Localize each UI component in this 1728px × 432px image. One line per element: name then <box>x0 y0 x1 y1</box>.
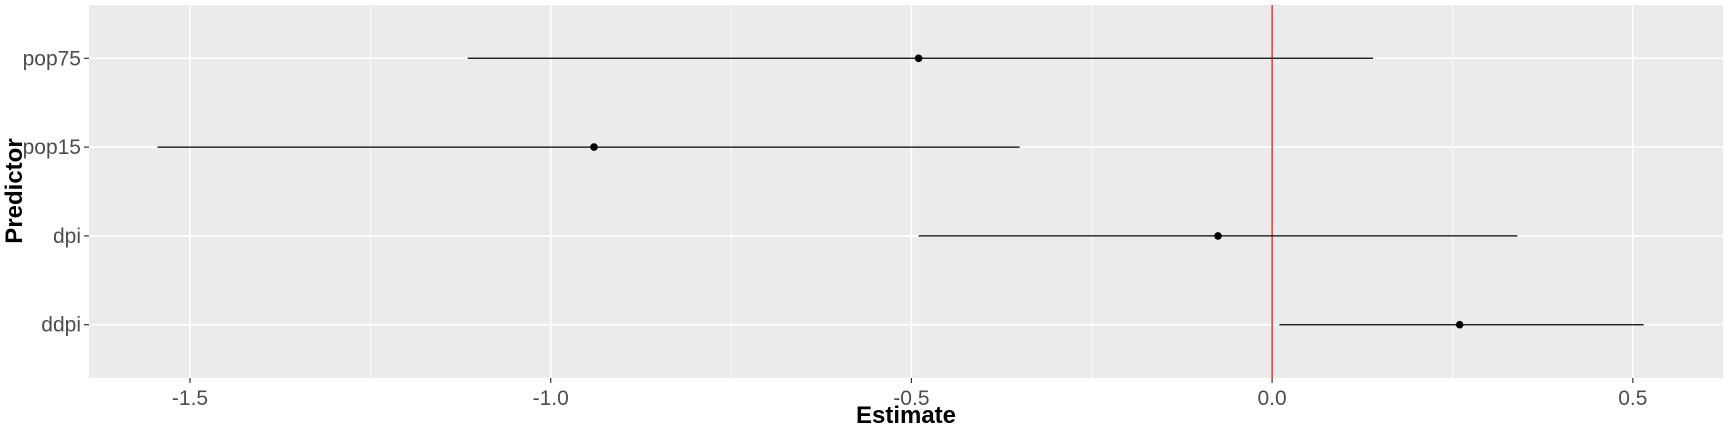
y-tick-label-pop15: pop15 <box>23 136 81 159</box>
x-tick-label: -1.5 <box>172 387 208 410</box>
y-axis-ticks: pop75 pop15 dpi ddpi <box>23 47 89 337</box>
point-dpi <box>1214 232 1222 240</box>
x-axis-title: Estimate <box>856 402 956 429</box>
point-ddpi <box>1455 320 1464 329</box>
point-pop15 <box>590 143 598 151</box>
x-tick-label: -1.0 <box>533 387 569 410</box>
x-tick-label: -0.5 <box>893 387 929 410</box>
plot-panel <box>89 5 1723 378</box>
x-axis-ticks: -1.5 -1.0 -0.5 0.0 0.5 <box>172 378 1647 410</box>
estimate-points <box>590 54 1464 329</box>
minor-gridlines <box>369 5 1453 378</box>
x-tick-label: 0.5 <box>1618 387 1647 410</box>
x-tick-label: 0.0 <box>1258 387 1287 410</box>
y-tick-label-dpi: dpi <box>53 225 81 248</box>
y-tick-label-ddpi: ddpi <box>41 314 81 337</box>
y-tick-label-pop75: pop75 <box>23 47 81 70</box>
y-axis-title: Predictor <box>1 138 28 243</box>
point-pop75 <box>914 54 923 63</box>
